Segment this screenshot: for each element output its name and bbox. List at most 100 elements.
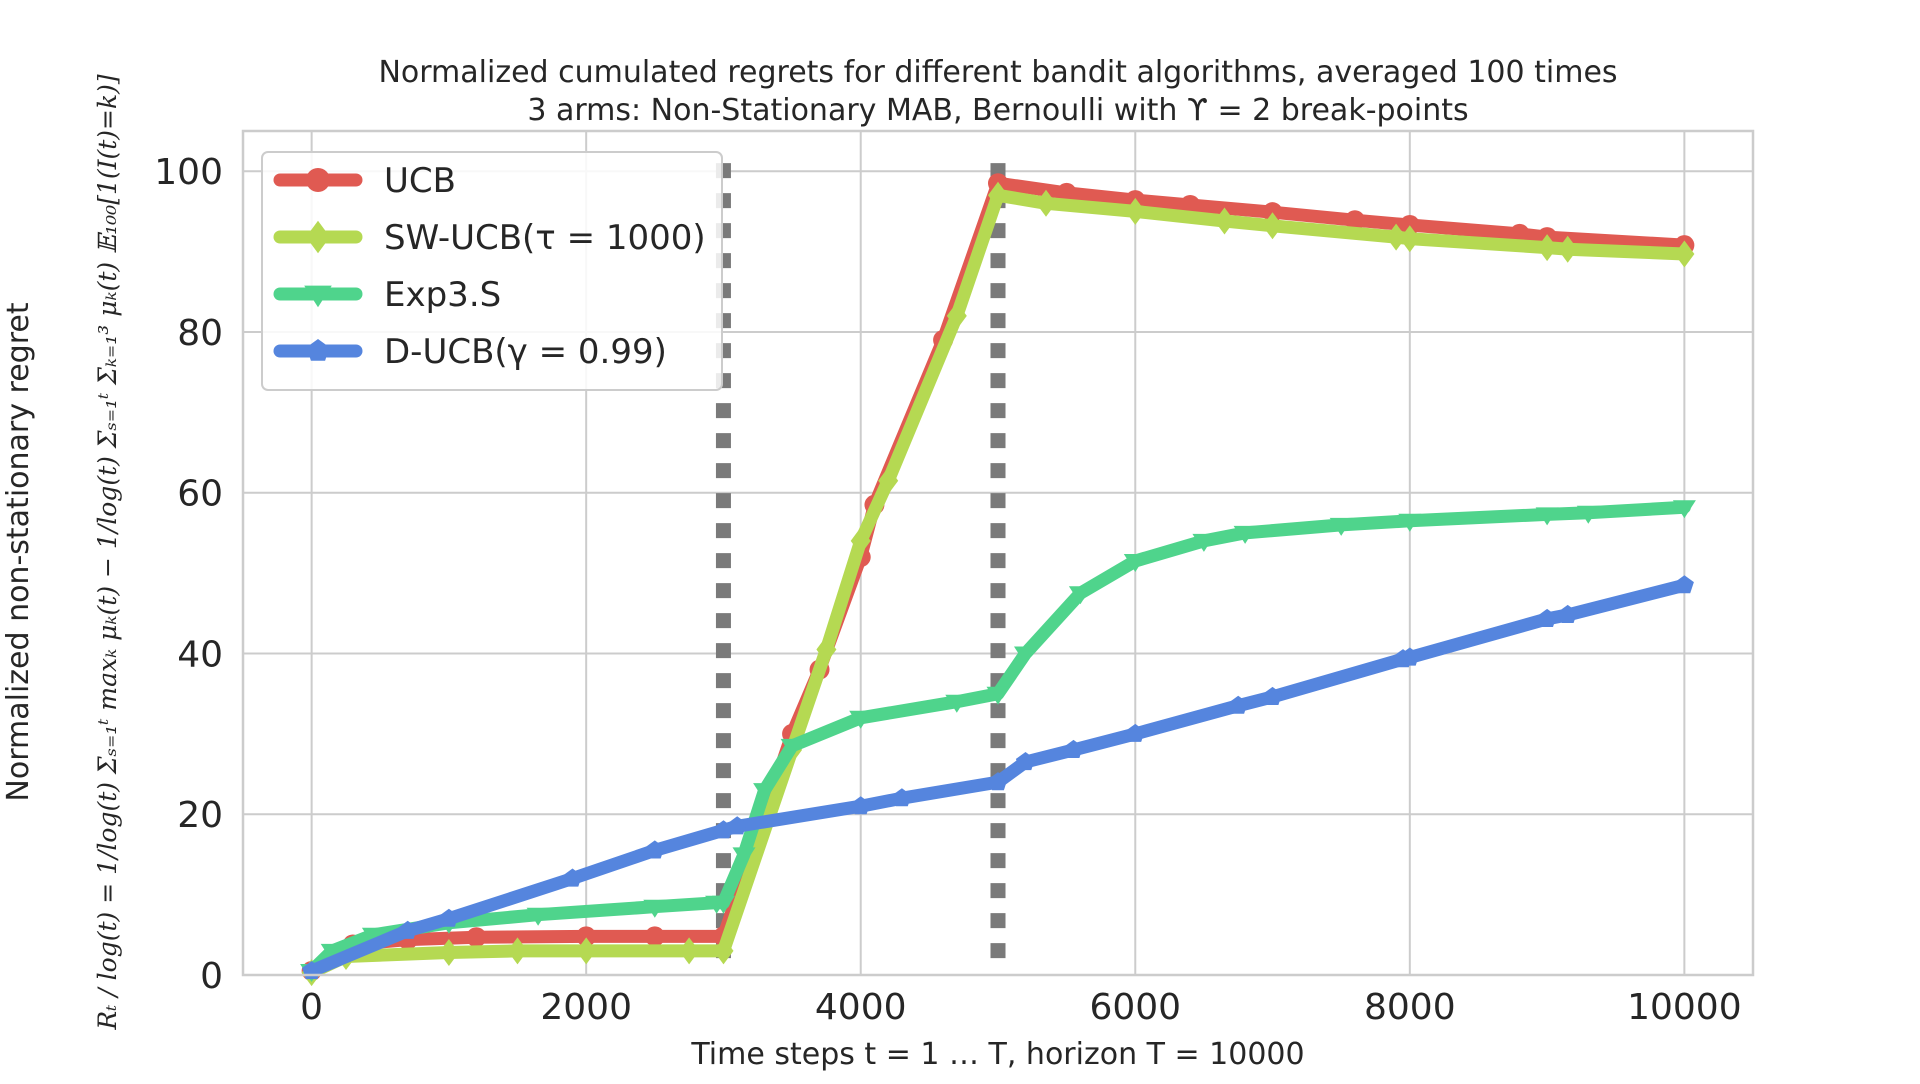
data-point	[1180, 194, 1201, 215]
series-layer	[300, 173, 1696, 987]
data-point	[507, 937, 528, 965]
data-point	[780, 738, 804, 757]
data-point	[1386, 223, 1407, 251]
data-point	[1014, 646, 1037, 665]
data-point	[1398, 513, 1422, 532]
data-point	[1329, 517, 1353, 536]
data-point	[1192, 533, 1216, 552]
legend-swatch-marker	[306, 168, 330, 192]
data-point	[438, 939, 459, 966]
data-point	[526, 907, 550, 926]
data-point	[878, 467, 899, 495]
data-point	[1558, 604, 1578, 623]
data-point	[643, 899, 667, 918]
data-point	[1263, 686, 1283, 705]
legend: UCB SW-UCB(τ = 1000) Exp3.S D-UCB(γ = 0.99)	[261, 151, 723, 391]
data-point	[1228, 695, 1248, 714]
legend-items: UCB SW-UCB(τ = 1000) Exp3.S D-UCB(γ = 0.99)	[273, 161, 706, 372]
y-tick-label: 40	[177, 634, 223, 675]
series-2	[301, 181, 1695, 987]
data-point	[562, 868, 582, 887]
data-point	[988, 181, 1008, 209]
data-point	[945, 694, 969, 713]
y-tick-label: 80	[177, 313, 223, 354]
y-tick-label: 0	[200, 956, 223, 997]
data-point	[732, 847, 756, 866]
data-point	[1125, 197, 1146, 225]
data-point	[1064, 739, 1083, 758]
y-tick-label: 60	[177, 474, 223, 515]
data-point	[1400, 647, 1420, 666]
data-point	[1262, 212, 1283, 240]
y-axis-label: Normalized non-stationary regret	[1, 302, 36, 801]
data-point	[1123, 554, 1147, 572]
data-point	[1576, 505, 1600, 524]
data-point	[439, 908, 459, 927]
data-point	[644, 926, 665, 947]
data-point	[727, 816, 747, 835]
x-axis-label: Time steps t = 1 … T, horizon T = 10000	[690, 1037, 1304, 1072]
data-point	[851, 796, 871, 815]
data-point	[679, 937, 700, 965]
data-point	[1125, 723, 1145, 742]
data-point	[753, 783, 777, 802]
series-4	[302, 575, 1694, 980]
y-tick-label: 100	[154, 152, 223, 193]
y-tick-label: 20	[177, 795, 223, 836]
legend-box	[261, 151, 723, 391]
data-point	[1672, 500, 1696, 519]
data-point	[1344, 210, 1365, 231]
legend-label: D-UCB(γ = 0.99)	[384, 332, 667, 372]
x-tick-label: 4000	[815, 987, 907, 1028]
data-point	[1399, 215, 1420, 236]
data-point	[1674, 575, 1694, 594]
legend-swatch-marker	[304, 285, 332, 308]
legend-item-4: D-UCB(γ = 0.99)	[273, 332, 667, 372]
data-point	[1068, 586, 1092, 605]
x-tick-label: 2000	[540, 987, 632, 1028]
plot-frame	[241, 129, 1755, 977]
x-tick-label: 6000	[1089, 987, 1181, 1028]
series-3	[300, 500, 1696, 982]
data-point	[849, 710, 873, 729]
legend-item-2: SW-UCB(τ = 1000)	[273, 218, 706, 258]
data-point	[1399, 225, 1420, 253]
data-point	[892, 788, 912, 807]
legend-label: UCB	[384, 161, 456, 201]
tick-layer: 0 2000 4000 6000 8000 10000 0 20 40 60 80 100	[154, 152, 1741, 1028]
data-point	[645, 840, 665, 859]
data-point	[1056, 182, 1077, 203]
data-point	[1557, 235, 1578, 263]
data-point	[712, 895, 735, 914]
legend-swatch-marker	[306, 339, 330, 361]
data-point	[988, 772, 1008, 791]
data-point	[1262, 202, 1283, 223]
data-point	[1214, 207, 1235, 235]
data-point	[466, 927, 487, 948]
chart-subtitle: 3 arms: Non-Stationary MAB, Bernoulli wi…	[527, 93, 1468, 128]
data-point	[1537, 234, 1558, 262]
legend-swatch-marker	[306, 220, 330, 254]
legend-item-3: Exp3.S	[273, 275, 501, 315]
x-tick-label: 8000	[1364, 987, 1456, 1028]
chart-title: Normalized cumulated regrets for differe…	[378, 55, 1617, 90]
data-point	[986, 686, 1010, 705]
data-point	[1535, 507, 1559, 526]
data-point	[850, 527, 871, 555]
data-point	[576, 926, 597, 947]
data-point	[1233, 525, 1257, 544]
data-point	[816, 636, 837, 663]
data-point	[1509, 223, 1530, 244]
data-point	[1537, 608, 1557, 627]
legend-label: SW-UCB(τ = 1000)	[384, 218, 706, 258]
y-axis-formula: Rₜ / log(t) = 1/log(t) Σₛ₌₁ᵗ maxₖ μₖ(t) …	[93, 74, 122, 1031]
data-point	[1036, 189, 1056, 217]
data-point	[1674, 240, 1695, 268]
data-point	[361, 927, 385, 946]
series-line	[305, 500, 1691, 978]
data-point	[576, 937, 597, 965]
data-point	[713, 937, 734, 965]
legend-label: Exp3.S	[384, 275, 501, 315]
